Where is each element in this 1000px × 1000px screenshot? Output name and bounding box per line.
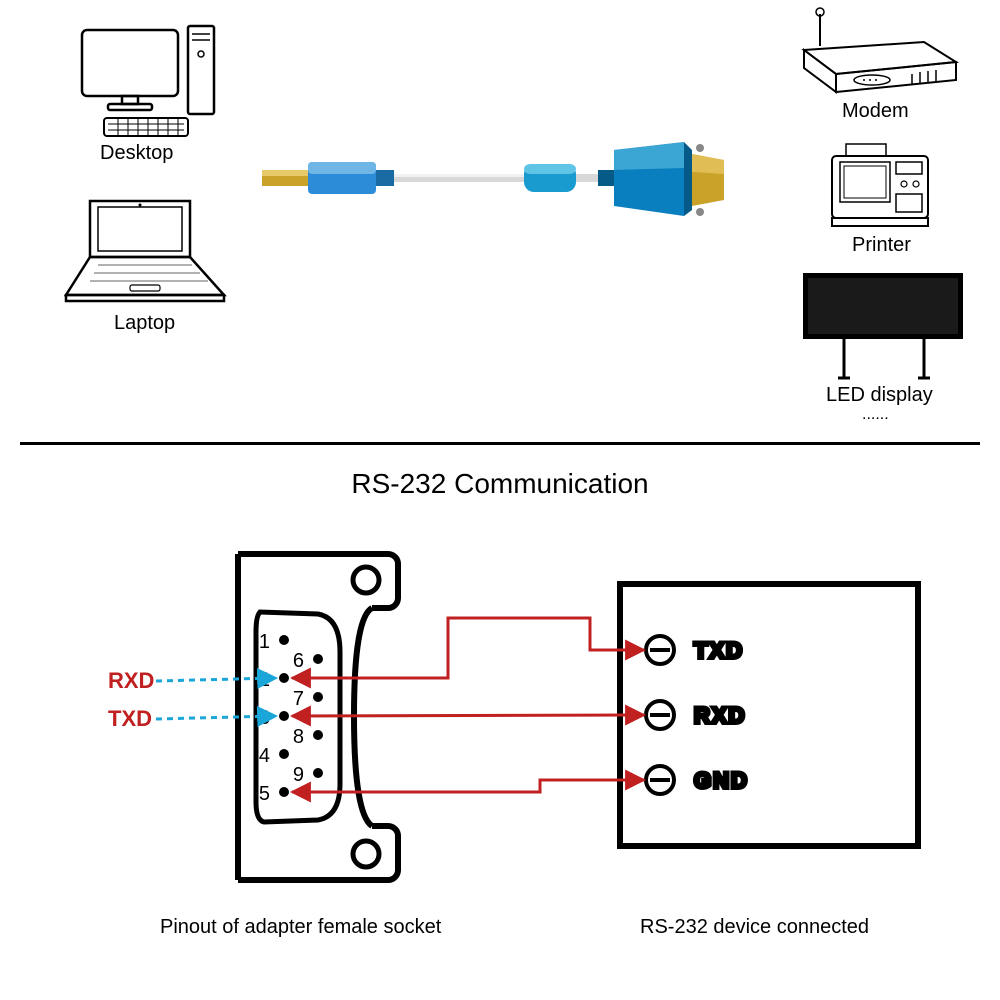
pinout-caption-left: Pinout of adapter female socket [160,916,441,939]
laptop-label: Laptop [114,312,175,335]
terminals: TXD RXD GND [646,636,749,794]
svg-text:2: 2 [259,669,270,691]
pin2-label: RXD [108,668,154,693]
svg-text:5: 5 [259,783,270,805]
section-title: RS-232 Communication [0,468,1000,500]
svg-text:3: 3 [259,707,270,729]
laptop-icon [60,195,230,315]
section-divider [20,442,980,445]
modem-icon [800,6,960,106]
svg-text:1: 1 [259,631,270,653]
svg-text:7: 7 [293,688,304,710]
svg-text:9: 9 [293,764,304,786]
modem-label: Modem [842,100,909,123]
led-icon [800,270,970,390]
pin3-label: TXD [108,706,152,731]
svg-text:4: 4 [259,745,270,767]
led-label: LED display [826,384,933,407]
svg-text:TXD: TXD [694,638,744,663]
pinout-diagram: 1 2 3 4 5 6 7 8 9 RXD [0,540,1000,940]
printer-label: Printer [852,234,911,257]
pinout-caption-right: RS-232 device connected [640,916,869,939]
svg-text:RXD: RXD [694,703,746,728]
product-image [262,126,742,236]
svg-text:6: 6 [293,650,304,672]
ellipsis: ...... [862,406,889,424]
svg-text:8: 8 [293,726,304,748]
desktop-icon [78,24,218,144]
svg-text:GND: GND [694,768,749,793]
desktop-label: Desktop [100,142,173,165]
printer-icon [826,136,936,236]
page-root: Desktop Laptop Modem [0,0,1000,1000]
